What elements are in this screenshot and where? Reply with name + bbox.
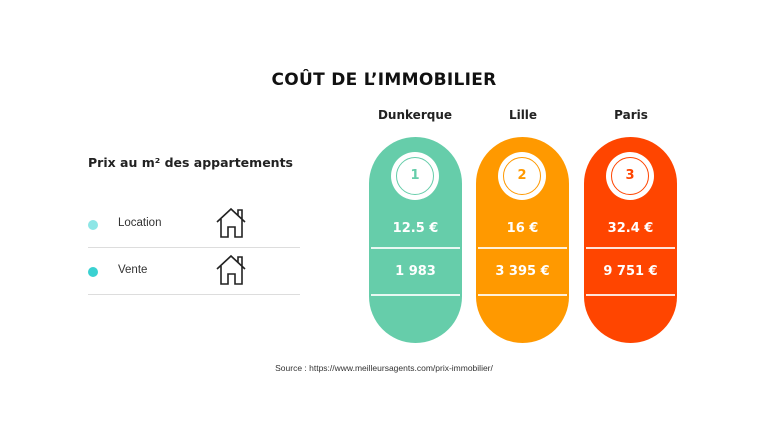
sale-price: 1 983 <box>395 264 436 279</box>
city-card-dunkerque: 1 12.5 € 1 983 <box>369 137 462 343</box>
divider <box>478 247 567 249</box>
divider <box>371 247 460 249</box>
divider <box>478 294 567 296</box>
rank-badge: 3 <box>606 152 654 200</box>
legend-subtitle: Prix au m² des appartements <box>88 155 293 170</box>
location-dot <box>88 220 98 230</box>
legend-label: Location <box>118 217 162 229</box>
city-name: Lille <box>508 108 538 122</box>
legend-item-vente: Vente <box>88 248 300 295</box>
rank-badge: 1 <box>391 152 439 200</box>
rank-number: 3 <box>611 157 649 195</box>
page-title: COÛT DE L’IMMOBILIER <box>271 70 497 90</box>
rank-number: 1 <box>396 157 434 195</box>
divider <box>371 294 460 296</box>
house-icon <box>216 207 246 238</box>
sale-price: 9 751 € <box>603 264 658 279</box>
city-name: Dunkerque <box>377 108 453 122</box>
house-icon <box>216 254 246 285</box>
source-note: Source : https://www.meilleursagents.com… <box>275 363 493 373</box>
legend-item-location: Location <box>88 201 300 248</box>
divider <box>586 247 675 249</box>
vente-dot <box>88 267 98 277</box>
divider <box>586 294 675 296</box>
location-price: 32.4 € <box>607 221 654 236</box>
sale-price: 3 395 € <box>495 264 550 279</box>
rank-number: 2 <box>503 157 541 195</box>
location-price: 16 € <box>506 221 539 236</box>
rank-badge: 2 <box>498 152 546 200</box>
city-name: Paris <box>614 108 648 122</box>
city-card-paris: 3 32.4 € 9 751 € <box>584 137 677 343</box>
city-card-lille: 2 16 € 3 395 € <box>476 137 569 343</box>
location-price: 12.5 € <box>392 221 439 236</box>
legend-label: Vente <box>118 264 148 276</box>
